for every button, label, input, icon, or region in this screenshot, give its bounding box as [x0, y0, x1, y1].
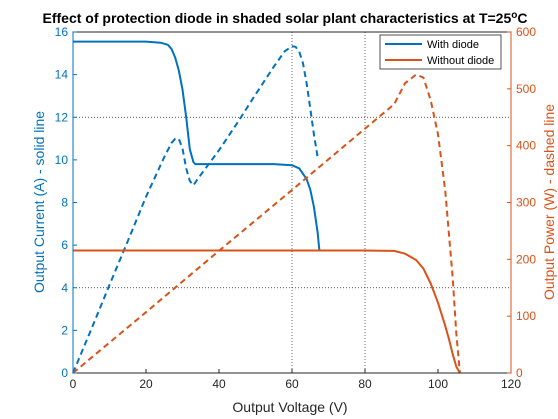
chart-title: Effect of protection diode in shaded sol…: [43, 10, 528, 26]
y-right-tick-label: 600: [516, 25, 536, 39]
legend-label-without-diode: Without diode: [427, 55, 494, 67]
y-left-tick-label: 14: [55, 68, 69, 82]
y-right-tick-label: 0: [516, 366, 523, 380]
grid: [73, 32, 511, 373]
legend: With diode Without diode: [379, 34, 502, 70]
x-tick-label: 20: [139, 377, 153, 391]
y-axis-right-label: Output Power (W) - dashed line: [541, 104, 557, 300]
series-with-diode-power: [72, 45, 321, 374]
x-axis: 0 20 40 60 80 100 120: [70, 369, 521, 391]
series-layer: [72, 40, 461, 374]
y-left-tick-label: 10: [55, 153, 69, 167]
x-tick-label: 100: [428, 377, 448, 391]
x-tick-label: 120: [501, 377, 521, 391]
y-right-tick-label: 300: [516, 196, 536, 210]
y-right-tick-label: 400: [516, 139, 536, 153]
x-tick-label: 60: [285, 377, 299, 391]
x-tick-label: 80: [358, 377, 372, 391]
y-left-tick-label: 16: [55, 25, 69, 39]
y-left-tick-label: 2: [61, 323, 68, 337]
y-axis-left: 0 2 4 6 8 10 12 14 16: [55, 25, 77, 380]
y-axis-right: 0 100 200 300 400 500 600: [507, 25, 536, 380]
y-left-tick-label: 12: [55, 110, 69, 124]
y-right-tick-label: 100: [516, 309, 536, 323]
y-left-tick-label: 4: [61, 281, 68, 295]
x-axis-label: Output Voltage (V): [232, 399, 347, 415]
series-without-diode-current: [73, 249, 461, 374]
y-left-tick-label: 6: [61, 238, 68, 252]
y-axis-left-label: Output Current (A) - solid line: [31, 111, 47, 293]
y-right-tick-label: 200: [516, 252, 536, 266]
x-tick-label: 0: [70, 377, 77, 391]
series-with-diode-current: [73, 40, 321, 251]
x-tick-label: 40: [212, 377, 226, 391]
y-left-tick-label: 8: [61, 196, 68, 210]
legend-box: [379, 34, 502, 70]
plot-area: [73, 32, 511, 373]
series-without-diode-power: [72, 73, 461, 374]
legend-label-with-diode: With diode: [427, 39, 479, 51]
y-right-tick-label: 500: [516, 82, 536, 96]
y-left-tick-label: 0: [61, 366, 68, 380]
